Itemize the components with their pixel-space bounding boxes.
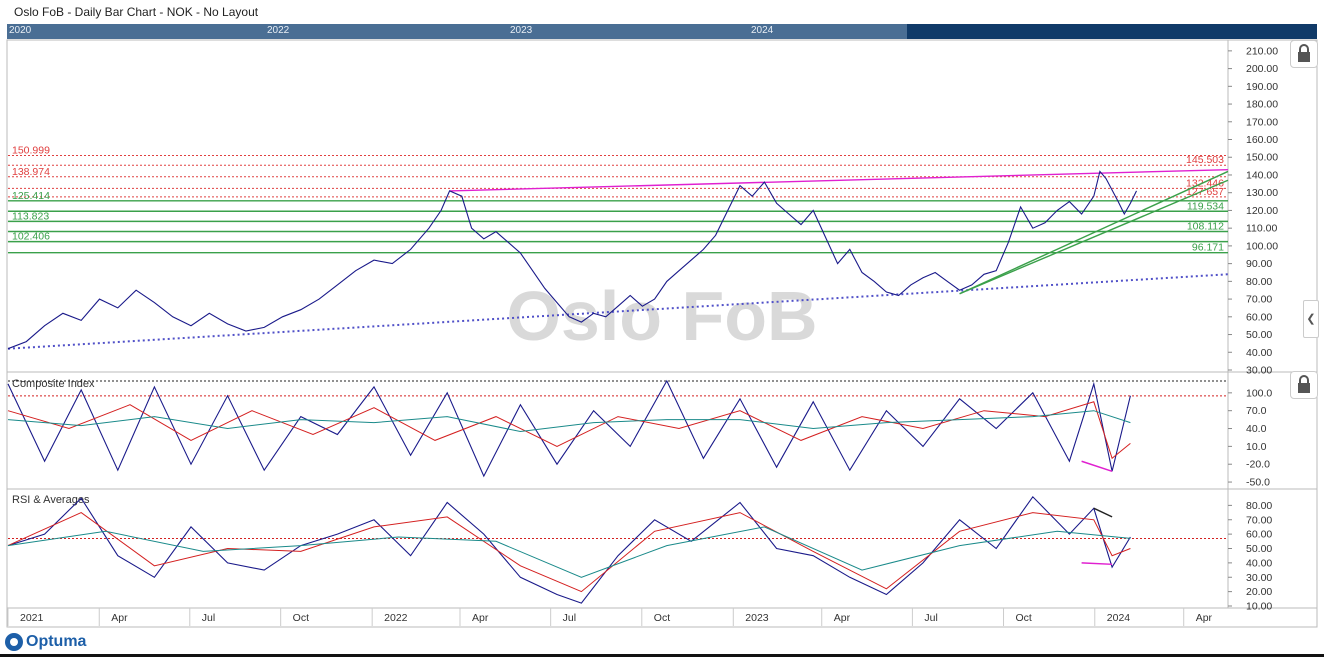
- y-tick-label: 70.0: [1246, 405, 1267, 417]
- navigator-year-label: 2024: [751, 25, 774, 36]
- x-tick-label: 2022: [384, 612, 408, 624]
- x-tick-label: 2024: [1107, 612, 1131, 624]
- panel-title: RSI & Averages: [12, 494, 90, 506]
- y-tick-label: 20.00: [1246, 586, 1272, 598]
- y-tick-label: 70.00: [1246, 514, 1272, 526]
- resistance-label: 150.999: [12, 144, 50, 156]
- price-panel: 210.00 200.00 190.00 180.00 170.00 160.00 150.…: [7, 45, 1278, 377]
- y-tick-label: 30.00: [1246, 572, 1272, 584]
- series-line: [7, 170, 1137, 350]
- divergence-line: [1081, 562, 1113, 566]
- support-label: 108.112: [1187, 221, 1224, 233]
- y-tick-label: -50.0: [1246, 477, 1270, 489]
- y-tick-label: 70.00: [1246, 294, 1272, 306]
- y-tick-label: 210.00: [1246, 45, 1278, 57]
- y-tick-label: 160.00: [1246, 134, 1278, 146]
- x-tick-label: Oct: [1016, 612, 1032, 624]
- time-navigator[interactable]: 2020 2022 2023 2024: [7, 24, 1317, 39]
- support-label: 119.534: [1187, 200, 1224, 212]
- y-tick-label: 60.00: [1246, 311, 1272, 323]
- series-line: [7, 401, 1131, 460]
- y-tick-label: 10.0: [1246, 441, 1267, 453]
- y-tick-label: 80.00: [1246, 500, 1272, 512]
- x-tick-label: Apr: [472, 612, 489, 624]
- navigator-year-label: 2023: [510, 25, 533, 36]
- y-tick-label: 40.0: [1246, 423, 1267, 435]
- x-tick-label: 2023: [745, 612, 769, 624]
- x-tick-label: Jul: [563, 612, 576, 624]
- series-line: [7, 526, 1131, 578]
- support-label: 96.171: [1192, 242, 1224, 254]
- y-tick-label: 140.00: [1246, 169, 1278, 181]
- trendline: [7, 273, 1229, 350]
- y-tick-label: 60.00: [1246, 529, 1272, 541]
- y-tick-label: 130.00: [1246, 187, 1278, 199]
- support-label: 113.823: [12, 210, 49, 222]
- divergence-line: [1093, 507, 1113, 518]
- x-tick-label: Oct: [293, 612, 309, 624]
- y-tick-label: 100.0: [1246, 387, 1272, 399]
- x-tick-label: Jul: [924, 612, 937, 624]
- support-label: 125.414: [12, 190, 50, 202]
- series-line: [7, 410, 1131, 433]
- navigator-year-label: 2022: [267, 25, 290, 36]
- x-tick-label: 2021: [20, 612, 44, 624]
- y-tick-label: 170.00: [1246, 116, 1278, 128]
- y-tick-label: 180.00: [1246, 99, 1278, 111]
- optuma-logo-icon: [5, 633, 23, 651]
- brand-name: Optuma: [26, 633, 87, 650]
- brand-logo: Optuma: [5, 631, 86, 653]
- y-tick-label: 150.00: [1246, 152, 1278, 164]
- resistance-label: 145.503: [1186, 154, 1224, 166]
- x-tick-label: Oct: [654, 612, 670, 624]
- y-tick-label: 110.00: [1246, 223, 1277, 235]
- y-tick-label: 30.00: [1246, 365, 1272, 377]
- series-line: [7, 512, 1131, 593]
- resistance-label: 127.657: [1186, 186, 1224, 198]
- chevron-left-icon[interactable]: ❮: [1303, 300, 1319, 338]
- series-line: [7, 495, 1131, 604]
- y-tick-label: 40.00: [1246, 347, 1272, 359]
- y-tick-label: 190.00: [1246, 81, 1278, 93]
- y-tick-label: 50.00: [1246, 329, 1272, 341]
- x-tick-label: Apr: [834, 612, 851, 624]
- y-tick-label: 10.00: [1246, 601, 1272, 613]
- support-label: 102.406: [12, 231, 50, 243]
- navigator-future-range: [907, 24, 1317, 39]
- composite-panel: 100.0 70.0 40.0 10.0 -20.0 -50.0 Composite Ind…: [7, 378, 1272, 489]
- trendline: [449, 168, 1229, 192]
- bottom-bar: [0, 654, 1324, 657]
- navigator-year-label: 2020: [9, 25, 32, 36]
- lock-icon[interactable]: [1290, 40, 1318, 68]
- window-title: Oslo FoB - Daily Bar Chart - NOK - No La…: [14, 5, 259, 19]
- y-tick-label: 80.00: [1246, 276, 1272, 288]
- y-tick-label: -20.0: [1246, 459, 1270, 471]
- y-tick-label: 100.00: [1246, 240, 1278, 252]
- trendline: [959, 170, 1229, 295]
- x-tick-label: Apr: [111, 612, 128, 624]
- x-tick-label: Apr: [1196, 612, 1213, 624]
- series-line: [7, 379, 1131, 478]
- resistance-label: 138.974: [12, 166, 50, 178]
- panel-title: Composite Index: [12, 378, 95, 390]
- divergence-line: [1081, 460, 1113, 473]
- lock-icon[interactable]: [1290, 371, 1318, 399]
- y-tick-label: 40.00: [1246, 557, 1272, 569]
- trendline: [959, 179, 1229, 295]
- rsi-panel: 80.00 70.00 60.00 50.00 40.00 30.00 20.00 10.00…: [7, 494, 1272, 613]
- x-tick-label: Jul: [202, 612, 215, 624]
- y-tick-label: 90.00: [1246, 258, 1272, 270]
- y-tick-label: 200.00: [1246, 63, 1278, 75]
- y-tick-label: 120.00: [1246, 205, 1278, 217]
- y-tick-label: 50.00: [1246, 543, 1272, 555]
